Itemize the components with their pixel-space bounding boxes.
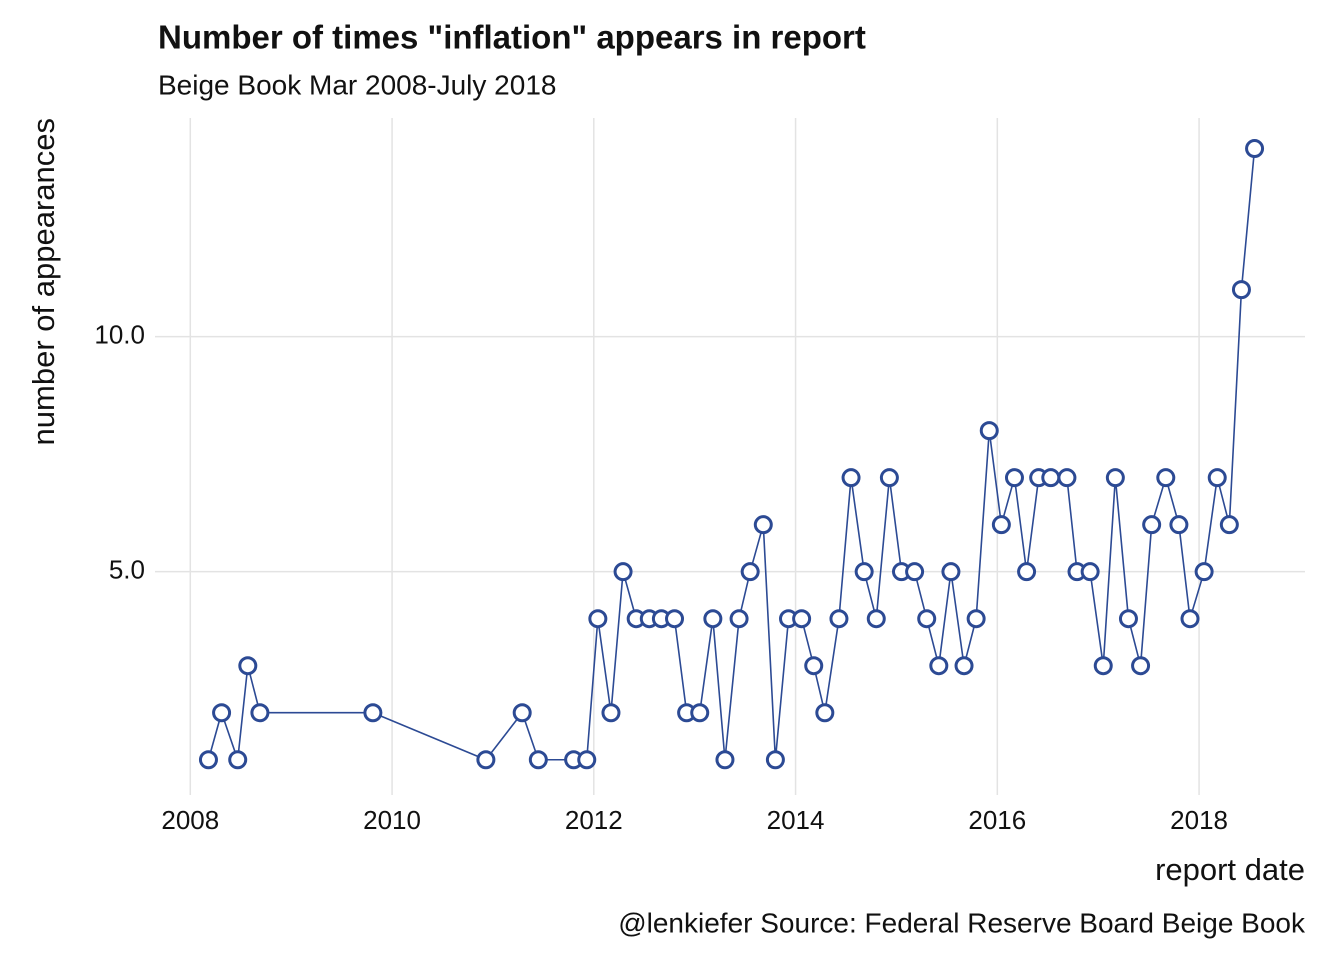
point <box>1057 468 1077 488</box>
point <box>1142 515 1162 535</box>
chart-title: Number of times "inflation" appears in r… <box>158 19 866 56</box>
point <box>954 656 974 676</box>
point <box>1219 515 1239 535</box>
point <box>929 656 949 676</box>
point <box>363 703 383 723</box>
point <box>841 468 861 488</box>
chart-subtitle: Beige Book Mar 2008-July 2018 <box>158 69 556 100</box>
y-tick-label: 10.0 <box>94 319 145 349</box>
point <box>866 609 886 629</box>
point <box>979 421 999 441</box>
y-tick-label: 5.0 <box>109 555 145 585</box>
point <box>879 468 899 488</box>
point <box>228 750 248 770</box>
point <box>1156 468 1176 488</box>
x-tick-label: 2014 <box>767 805 825 835</box>
point <box>1093 656 1113 676</box>
point <box>1004 468 1024 488</box>
point <box>1245 139 1265 159</box>
caption: @lenkiefer Source: Federal Reserve Board… <box>618 907 1306 938</box>
point <box>1131 656 1151 676</box>
point <box>1017 562 1037 582</box>
point <box>690 703 710 723</box>
point <box>476 750 496 770</box>
point <box>1105 468 1125 488</box>
point <box>1041 468 1061 488</box>
point <box>991 515 1011 535</box>
point <box>512 703 532 723</box>
point <box>601 703 621 723</box>
point <box>212 703 232 723</box>
point <box>917 609 937 629</box>
point <box>815 703 835 723</box>
point <box>753 515 773 535</box>
point <box>703 609 723 629</box>
point <box>941 562 961 582</box>
x-tick-label: 2008 <box>161 805 219 835</box>
point <box>613 562 633 582</box>
point <box>792 609 812 629</box>
point <box>715 750 735 770</box>
series-line <box>207 148 1256 761</box>
x-axis-title: report date <box>1155 852 1305 887</box>
x-tick-label: 2016 <box>968 805 1026 835</box>
point <box>665 609 685 629</box>
point <box>1231 280 1251 300</box>
point <box>1169 515 1189 535</box>
point <box>804 656 824 676</box>
point <box>588 609 608 629</box>
point <box>854 562 874 582</box>
point <box>829 609 849 629</box>
point <box>528 750 548 770</box>
point <box>198 750 218 770</box>
point <box>577 750 597 770</box>
x-tick-label: 2010 <box>363 805 421 835</box>
point <box>1118 609 1138 629</box>
point <box>966 609 986 629</box>
point <box>1080 562 1100 582</box>
point <box>1194 562 1214 582</box>
point <box>1180 609 1200 629</box>
point <box>238 656 258 676</box>
x-tick-label: 2018 <box>1170 805 1228 835</box>
point <box>905 562 925 582</box>
y-axis-title: number of appearances <box>26 118 61 445</box>
point <box>250 703 270 723</box>
point <box>1207 468 1227 488</box>
point <box>765 750 785 770</box>
x-tick-label: 2012 <box>565 805 623 835</box>
point <box>740 562 760 582</box>
point <box>729 609 749 629</box>
